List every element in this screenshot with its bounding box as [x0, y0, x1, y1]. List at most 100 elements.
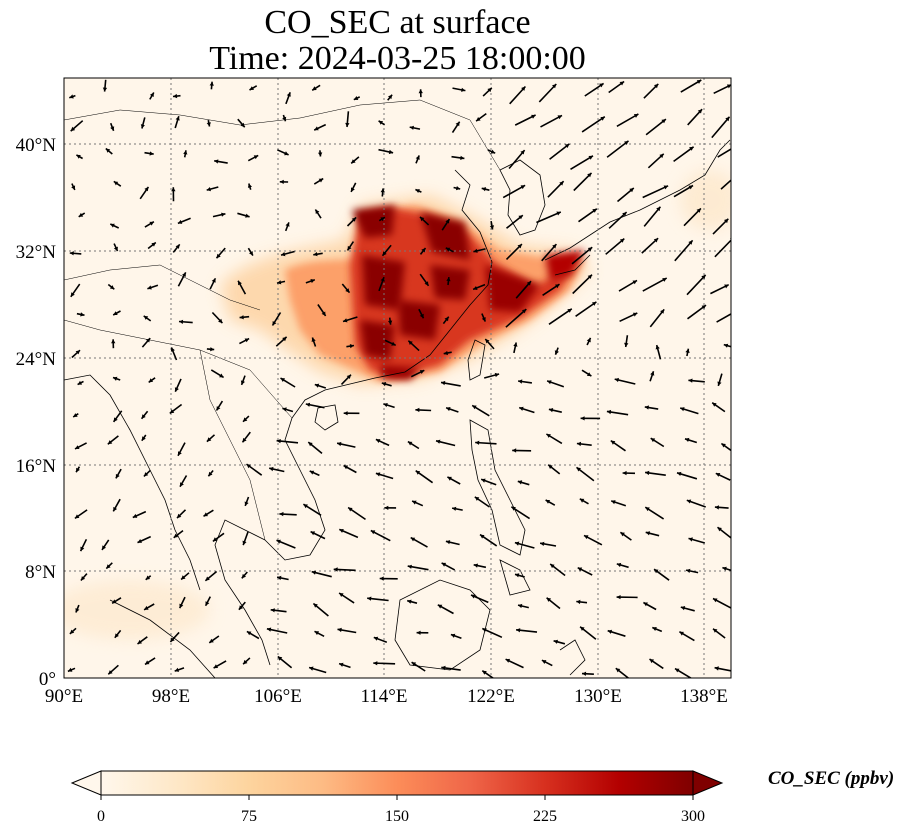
- wind-arrow-head: [607, 629, 613, 634]
- wind-arrow-head: [714, 505, 719, 510]
- wind-arrow-head: [473, 286, 478, 290]
- colorbar-tick-label: 300: [681, 808, 705, 825]
- wind-arrow-head: [391, 341, 396, 346]
- wind-arrow-head: [445, 219, 450, 224]
- lon-tick-label: 106°E: [254, 686, 302, 707]
- wind-arrow-head: [113, 181, 119, 186]
- colorbar-extend-max: [692, 770, 724, 796]
- wind-arrow-head: [654, 83, 659, 89]
- wind-arrow-head: [343, 465, 349, 470]
- wind-arrow-head: [175, 116, 180, 121]
- lon-tick-label: 138°E: [680, 686, 728, 707]
- wind-arrow-head: [580, 626, 585, 631]
- wind-arrow-head: [170, 347, 175, 352]
- wind-arrow-head: [106, 564, 111, 569]
- wind-arrow-head: [109, 285, 115, 290]
- wind-arrow-head: [688, 240, 693, 245]
- wind-arrow-head: [481, 317, 486, 322]
- wind-arrow-head: [455, 186, 461, 191]
- wind-arrow-head: [649, 659, 654, 664]
- wind-arrow-head: [144, 186, 149, 192]
- wind-arrow-head: [654, 569, 659, 574]
- wind-arrow-head: [206, 187, 211, 192]
- wind-arrow-head: [179, 319, 184, 324]
- wind-arrow-head: [696, 208, 701, 213]
- wind-arrow-head: [375, 472, 381, 477]
- wind-arrow-shaft: [573, 172, 593, 192]
- wind-arrow-head: [378, 120, 384, 125]
- wind-arrow-shaft: [673, 146, 695, 163]
- wind-arrow-head: [249, 251, 253, 256]
- wind-arrow-head: [550, 564, 555, 569]
- colorbar-gradient: [100, 770, 694, 796]
- wind-arrow-head: [564, 143, 570, 148]
- wind-arrow-head: [519, 406, 524, 411]
- wind-arrow-shaft: [508, 149, 526, 170]
- wind-arrow-head: [482, 670, 487, 675]
- wind-arrow-shaft: [643, 206, 662, 227]
- wind-arrow-shaft: [505, 308, 527, 328]
- wind-arrow-head: [576, 467, 581, 472]
- wind-arrow-head: [476, 117, 481, 122]
- wind-arrow-head: [474, 496, 480, 501]
- wind-arrow-head: [179, 603, 184, 609]
- wind-arrow-head: [77, 380, 83, 385]
- wind-arrow-head: [724, 284, 729, 289]
- wind-arrow-head: [108, 670, 113, 675]
- wind-arrow-head: [171, 187, 176, 192]
- wind-arrow-shaft: [717, 148, 731, 158]
- wind-arrow-head: [489, 225, 495, 230]
- wind-arrow-head: [722, 566, 727, 571]
- wind-arrow-head: [280, 378, 285, 382]
- wind-arrow-head: [351, 217, 357, 222]
- wind-arrow-head: [115, 473, 120, 479]
- wind-arrow-head: [407, 599, 412, 604]
- wind-arrow-shaft: [540, 114, 563, 128]
- wind-arrow-head: [610, 440, 616, 445]
- wind-arrow-head: [144, 605, 149, 610]
- wind-arrow-shaft: [606, 140, 629, 158]
- wind-arrow-head: [110, 126, 115, 131]
- lat-tick-labels: 0° 8°N 16°N 24°N 32°N 40°N: [16, 135, 57, 690]
- colorbar-tick-label: 150: [385, 808, 409, 825]
- wind-arrow-head: [178, 451, 182, 456]
- wind-arrow-head: [588, 155, 593, 160]
- wind-arrow-head: [315, 209, 320, 214]
- wind-arrow-head: [141, 436, 146, 441]
- wind-arrow-head: [552, 84, 557, 89]
- wind-arrow-shaft: [645, 118, 667, 136]
- wind-arrow-head: [113, 506, 118, 512]
- wind-arrow-shaft: [536, 211, 562, 224]
- wind-arrow-head: [349, 344, 354, 349]
- wind-arrow-head: [149, 151, 154, 156]
- wind-arrow-shaft: [683, 207, 702, 227]
- wind-arrow-head: [113, 311, 118, 315]
- wind-arrow-head: [209, 638, 214, 643]
- wind-arrow-head: [240, 122, 245, 128]
- wind-arrow-head: [592, 301, 597, 306]
- wind-arrow-head: [653, 238, 659, 243]
- lon-tick-label: 98°E: [152, 686, 190, 707]
- wind-arrow-head: [148, 378, 154, 383]
- wind-arrow-head: [210, 347, 215, 352]
- wind-arrow-head: [276, 539, 281, 544]
- wind-arrow-head: [111, 339, 116, 344]
- wind-arrow-head: [615, 668, 621, 673]
- wind-arrow-head: [303, 504, 308, 509]
- wind-arrow-head: [182, 272, 186, 277]
- wind-arrow-head: [206, 437, 212, 442]
- wind-arrow-head: [606, 409, 612, 415]
- lat-tick-label: 24°N: [16, 349, 57, 370]
- wind-arrow-head: [688, 537, 693, 542]
- wind-arrow-head: [407, 441, 413, 446]
- wind-arrow-head: [645, 470, 650, 476]
- coastlines: [64, 99, 731, 678]
- wind-arrow-shaft: [714, 239, 731, 258]
- wind-arrow-head: [141, 414, 146, 419]
- wind-arrow-head: [490, 149, 496, 154]
- wind-arrow-head: [276, 439, 281, 444]
- wind-arrow-head: [518, 603, 523, 609]
- wind-arrow-head: [246, 464, 251, 469]
- wind-arrow-head: [517, 244, 522, 249]
- wind-arrow-head: [242, 540, 247, 546]
